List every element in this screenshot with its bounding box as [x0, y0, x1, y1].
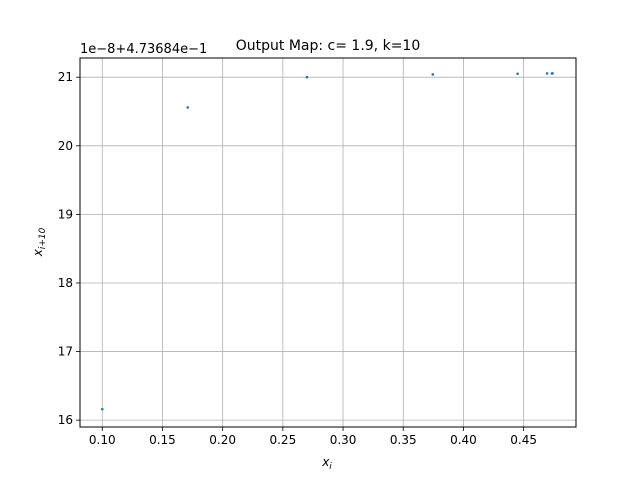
y-axis-offset-text: 1e−8+4.73684e−1 [80, 42, 207, 57]
data-point [305, 75, 309, 79]
data-point [186, 106, 190, 109]
x-tick-label: 0.20 [209, 433, 236, 447]
grid-lines [80, 58, 576, 427]
x-tick-label: 0.30 [330, 433, 357, 447]
y-tick-label: 19 [58, 207, 73, 221]
y-tick-label: 18 [58, 276, 73, 290]
chart-title: Output Map: c= 1.9, k=10 [236, 38, 421, 54]
y-tick-label: 21 [58, 70, 73, 84]
x-tick-label: 0.25 [269, 433, 296, 447]
x-tick-label: 0.35 [390, 433, 417, 447]
data-point [431, 73, 435, 76]
data-point [516, 72, 519, 76]
y-tick-label: 17 [58, 345, 73, 359]
y-tick-label: 20 [58, 139, 73, 153]
x-tick-label: 0.15 [149, 433, 176, 447]
x-tick-label: 0.40 [450, 433, 477, 447]
data-point [545, 72, 549, 75]
x-tick-label: 0.10 [89, 433, 116, 447]
data-points [100, 72, 554, 411]
y-axis-ticks: 16 17 18 19 20 21 [58, 70, 80, 427]
data-point [551, 72, 554, 75]
x-axis-ticks: 0.10 0.15 0.20 0.25 0.30 0.35 0.40 0.45 [89, 427, 537, 447]
x-tick-label: 0.45 [510, 433, 537, 447]
plot-area-frame [79, 57, 577, 428]
y-tick-label: 16 [58, 413, 73, 427]
data-point [100, 407, 104, 411]
x-axis-label: xi [321, 455, 332, 472]
y-axis-label: xi+10 [31, 227, 48, 257]
